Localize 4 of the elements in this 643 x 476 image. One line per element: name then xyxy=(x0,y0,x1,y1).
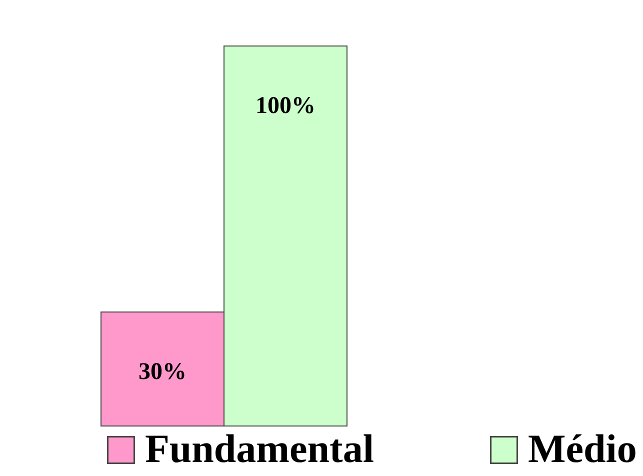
legend-label: Médio xyxy=(528,426,637,471)
data-label: 100% xyxy=(256,93,316,119)
legend-label: Fundamental xyxy=(145,426,374,471)
data-label: 30% xyxy=(138,359,186,385)
